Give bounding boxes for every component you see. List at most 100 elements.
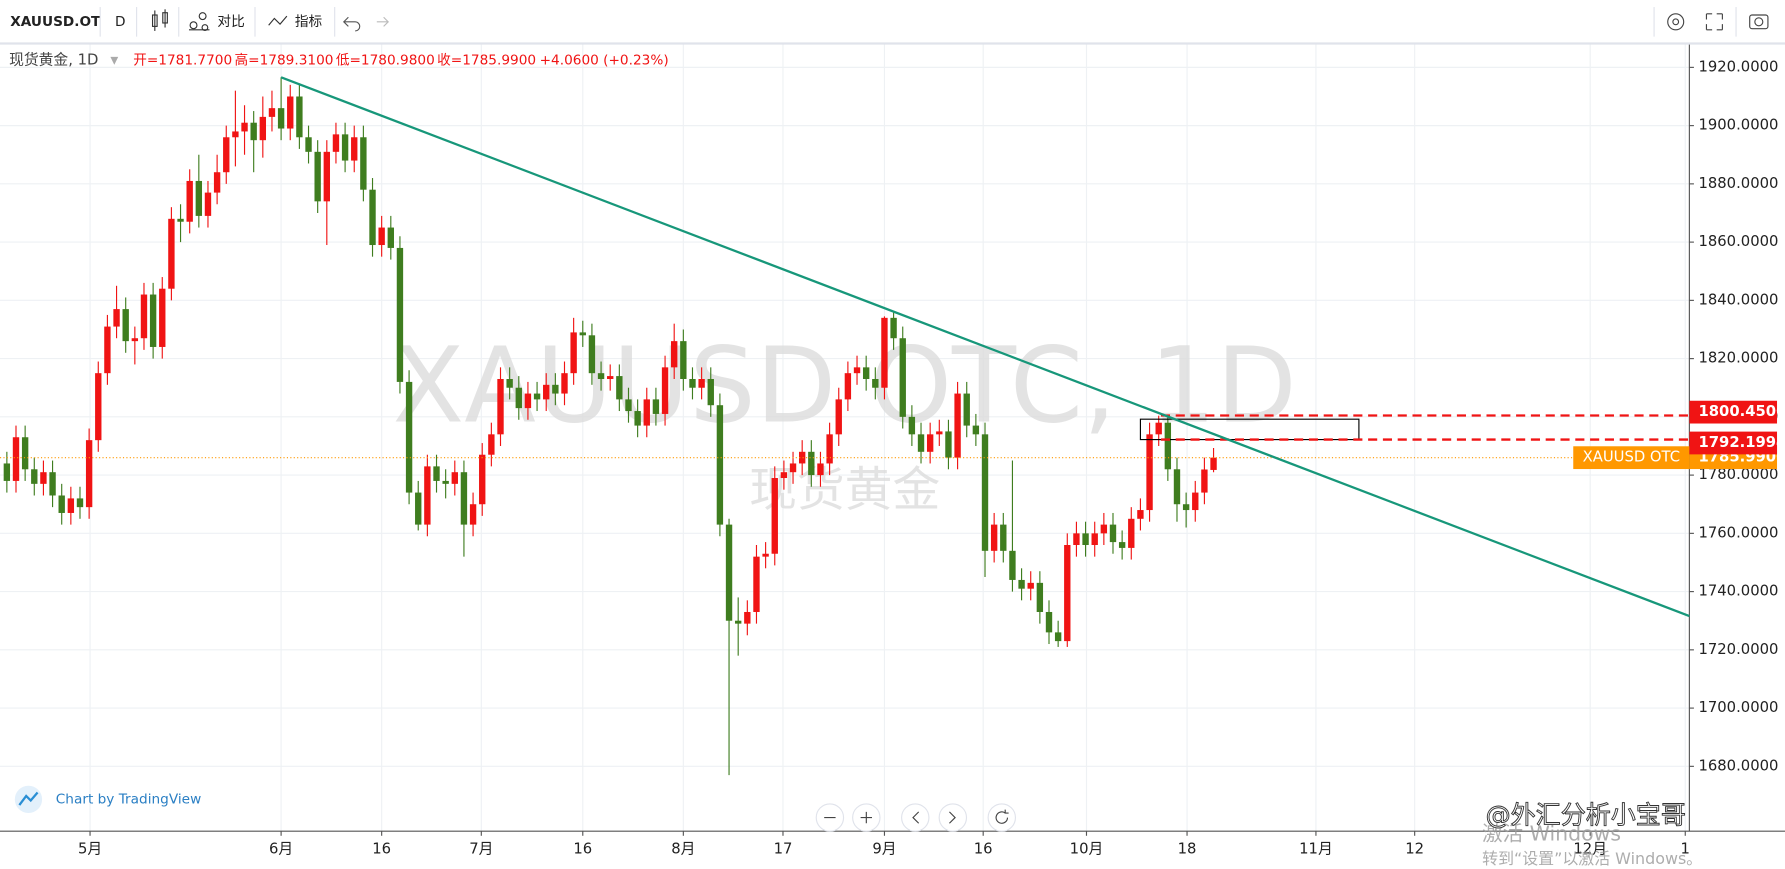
plot-area: 1680.0000 1700.0000 1720.0000 1740.0000 1760… [0, 43, 1785, 857]
candle-body [369, 189, 376, 246]
x-tick-label: 16 [372, 840, 391, 857]
symbol-button[interactable]: XAUUSD.OT [10, 14, 101, 30]
candle-body [543, 384, 550, 400]
x-tick-label: 11月 [1299, 840, 1333, 857]
candle-body [378, 227, 385, 246]
compare-button[interactable]: 对比 [217, 14, 244, 30]
nav-buttons[interactable] [815, 803, 1017, 832]
indicators-icon[interactable] [268, 15, 288, 26]
candle-body [762, 553, 769, 557]
x-tick-label: 16 [974, 840, 993, 857]
candle-body [12, 437, 20, 481]
author-watermark: @外汇分析小宝哥 [1486, 800, 1686, 829]
candle-body [1100, 524, 1108, 534]
candle-body [76, 498, 84, 508]
candle-body [360, 137, 367, 190]
candle-body [725, 524, 733, 621]
candle-body [159, 288, 166, 347]
chart-type-icon[interactable] [151, 9, 168, 31]
legend-items: 开=1781.7700 高=1789.3100 低=1780.9800 收=1785.… [133, 52, 536, 69]
candle-body [223, 137, 230, 173]
candle-body [1182, 504, 1190, 511]
candle-body [204, 192, 212, 216]
candle-body [826, 434, 833, 464]
candle-body [1146, 434, 1153, 511]
candle-body [1036, 582, 1044, 612]
candle-body [881, 317, 888, 388]
candle-body [716, 405, 724, 525]
candle-body [396, 247, 404, 382]
redo-button[interactable] [376, 16, 389, 27]
candle-body [771, 478, 778, 554]
candle-body [862, 367, 870, 379]
candle-body [1192, 492, 1199, 511]
toolbar [0, 0, 1785, 44]
candle-body [113, 309, 120, 327]
compare-icon[interactable] [188, 12, 210, 31]
candle-body [1210, 457, 1217, 470]
candle-body [21, 437, 29, 470]
candle-body [789, 463, 797, 473]
legend-value: 开=1781.7700 [133, 53, 232, 69]
candle-body [597, 373, 605, 379]
y-tick-label: 1880.0000 [1698, 175, 1778, 192]
y-tick-label: 1860.0000 [1698, 233, 1778, 250]
candle-body [95, 373, 102, 441]
x-tick-label: 12月 [1573, 840, 1607, 857]
indicators-button[interactable]: 指标 [295, 14, 323, 30]
x-tick-label: 8月 [671, 840, 695, 857]
legend-value: 低=1780.9800 [336, 53, 435, 69]
nav-icons [824, 809, 1009, 824]
fullscreen-button[interactable] [1705, 13, 1723, 31]
candle-body [643, 399, 650, 426]
screenshot-button[interactable] [1749, 14, 1769, 30]
candle-body [1054, 632, 1062, 642]
candle-body [734, 620, 742, 624]
candle-body [433, 466, 440, 481]
candle-body [177, 218, 184, 222]
legend-change: +4.0600 (+0.23%) [540, 53, 669, 69]
candle-body [515, 387, 522, 409]
trendline [280, 76, 1690, 618]
y-tick-label: 1820.0000 [1698, 350, 1778, 367]
candle-body [625, 399, 632, 412]
y-tick-label: 1740.0000 [1698, 583, 1778, 600]
interval-button[interactable]: D [115, 14, 126, 30]
y-tick-label: 1900.0000 [1698, 117, 1778, 134]
candle-body [314, 151, 321, 202]
candle-body [49, 472, 56, 496]
candle-body [972, 425, 980, 435]
tradingview-logo[interactable] [14, 785, 43, 814]
undo-button[interactable] [342, 16, 361, 32]
candle-body [890, 317, 897, 339]
candle-body [1027, 582, 1034, 589]
candle-body [1073, 533, 1080, 546]
candle-body [707, 378, 714, 406]
candle-body [1064, 545, 1071, 642]
level-label: 1800.4500 [1698, 403, 1785, 420]
y-tick-label: 1760.0000 [1698, 524, 1778, 541]
candle-body [85, 440, 93, 508]
candle-body [479, 454, 486, 505]
annotation-box [1139, 418, 1360, 441]
level-label-box [1689, 431, 1778, 455]
legend-value: 收=1785.9900 [437, 53, 536, 69]
candle-body [415, 492, 422, 525]
candle-body [122, 309, 129, 342]
candle-body [268, 108, 276, 117]
settings-button[interactable] [1667, 13, 1685, 31]
candle-body [1155, 422, 1162, 435]
candle-body [1128, 518, 1135, 548]
y-tick-label: 1700.0000 [1698, 699, 1778, 716]
activation-title: 激活 Windows [1482, 822, 1621, 846]
candle-body [607, 376, 614, 379]
candle-body [405, 381, 413, 493]
candle-body [981, 434, 989, 551]
candle-body [195, 180, 203, 216]
candle-body [1137, 510, 1144, 519]
candle-body [31, 469, 38, 484]
credit[interactable]: Chart by TradingView [56, 791, 201, 807]
candle-body [835, 399, 842, 435]
